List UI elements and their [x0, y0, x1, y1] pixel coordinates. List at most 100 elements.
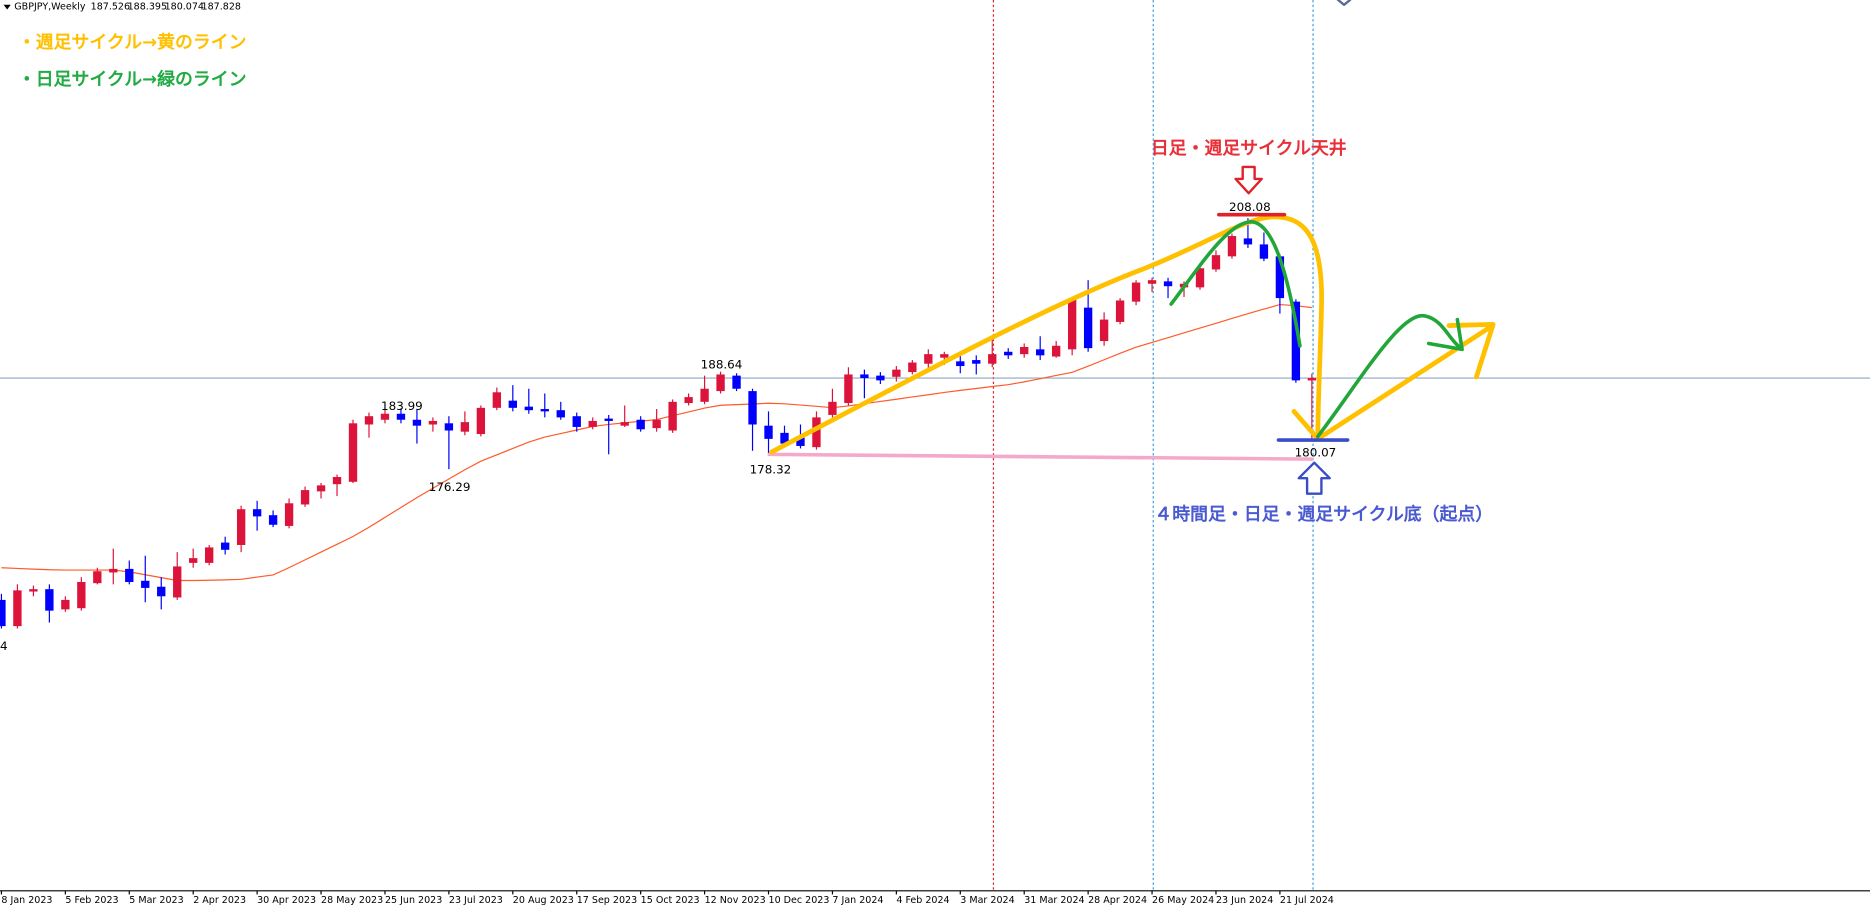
- candle-body: [1147, 280, 1157, 284]
- candle-body: [109, 568, 118, 573]
- x-tick-label: 10 Dec 2023: [769, 895, 830, 906]
- candle-body: [1243, 238, 1253, 245]
- candle-body: [93, 571, 102, 584]
- x-tick-label: 28 Apr 2024: [1088, 895, 1147, 906]
- candle-body: [444, 423, 454, 431]
- candle-body: [684, 397, 693, 404]
- support-line: [767, 452, 1314, 461]
- price-label: 208.08: [1229, 200, 1271, 214]
- x-tick-label: 5 Feb 2023: [65, 895, 118, 906]
- x-tick-label: 15 Oct 2023: [641, 895, 700, 906]
- candle-body: [476, 407, 486, 435]
- candle-body: [972, 360, 981, 364]
- x-tick-label: 2 Apr 2023: [193, 895, 246, 906]
- candle-body: [796, 437, 805, 446]
- weekly-arrowhead: [1446, 321, 1496, 380]
- candle-body: [636, 419, 645, 430]
- x-tick-label: 28 May 2023: [321, 895, 383, 906]
- candle-body: [189, 558, 198, 563]
- candle-body: [764, 425, 773, 439]
- x-tick-label: 23 Jun 2024: [1216, 895, 1273, 906]
- drawings: [767, 0, 1496, 495]
- candle-body: [492, 392, 502, 408]
- x-axis-labels: 8 Jan 2023 5 Feb 2023 5 Mar 2023 2 Apr 2023…: [0, 890, 1334, 906]
- candle-body: [13, 590, 22, 627]
- candle-body: [141, 580, 150, 588]
- candle-body: [780, 432, 789, 444]
- candle-body: [348, 423, 358, 482]
- candle-body: [284, 503, 294, 526]
- candle-body: [332, 476, 342, 485]
- candle-body: [1291, 301, 1301, 381]
- candle-body: [428, 420, 438, 425]
- candle-body: [844, 374, 853, 404]
- candle-body: [860, 374, 869, 378]
- candle-body: [668, 401, 677, 431]
- price-label: 183.99: [381, 399, 423, 413]
- edge-label: 4: [0, 639, 8, 653]
- candle-body: [828, 401, 837, 415]
- x-tick-label: 23 Jul 2023: [449, 895, 503, 906]
- candle-body: [268, 515, 278, 525]
- candle-body: [700, 388, 709, 402]
- candle-body: [45, 589, 54, 611]
- daily-note: ・日足サイクル→緑のライン: [18, 68, 247, 90]
- weekly-note: ・週足サイクル→黄のライン: [18, 31, 247, 53]
- header-high: 188.395: [128, 2, 167, 13]
- candle-body: [77, 581, 86, 609]
- x-tick-label: 4 Feb 2024: [896, 895, 949, 906]
- candle-body: [540, 409, 549, 412]
- candle-body: [652, 419, 661, 429]
- candle-body: [524, 406, 533, 411]
- candle-body: [1099, 319, 1109, 342]
- x-tick-label: 17 Sep 2023: [577, 895, 637, 906]
- symbol: GBPJPY,Weekly: [14, 2, 86, 13]
- candle-body: [220, 542, 230, 550]
- candle-body: [876, 375, 885, 381]
- price-label: 188.64: [701, 357, 743, 371]
- candle-body: [1115, 300, 1125, 322]
- candle-body: [940, 354, 949, 358]
- candle-body: [125, 568, 134, 582]
- candle-body: [1020, 346, 1029, 355]
- candle-body: [1004, 351, 1013, 356]
- x-tick-label: 3 Mar 2024: [960, 895, 1014, 906]
- candle-body: [572, 416, 581, 427]
- candle-body: [716, 374, 725, 392]
- candle-body: [1227, 236, 1237, 257]
- daily-arrowhead: [1426, 317, 1464, 352]
- candle-body: [316, 485, 326, 492]
- candle-body: [205, 547, 214, 563]
- candle-body: [396, 413, 406, 420]
- x-tick-label: 25 Jun 2023: [385, 895, 442, 906]
- x-tick-label: 21 Jul 2024: [1280, 895, 1334, 906]
- x-tick-label: 7 Jan 2024: [832, 895, 883, 906]
- candle-body: [604, 418, 613, 421]
- bottom-note: ４時間足・日足・週足サイクル底（起点）: [1154, 503, 1493, 525]
- x-tick-label: 20 Aug 2023: [513, 895, 574, 906]
- candle-body: [588, 420, 597, 427]
- top-arrow: [1234, 165, 1263, 195]
- candle-body: [364, 416, 374, 425]
- candle-body: [908, 362, 917, 373]
- candle-body: [956, 361, 965, 367]
- x-tick-label: 12 Nov 2023: [705, 895, 766, 906]
- daily-cycle-projection: [1316, 314, 1463, 439]
- candle-body: [157, 586, 166, 597]
- candle-body: [1307, 378, 1317, 381]
- candle-body: [1131, 282, 1141, 302]
- header-open: 187.526: [91, 2, 130, 13]
- daily-cycle-curve: [1169, 220, 1302, 348]
- candle-body: [732, 375, 741, 389]
- candle-body: [460, 422, 470, 432]
- candle-body: [412, 419, 422, 426]
- price-label: 180.07: [1295, 446, 1337, 460]
- header-icon: [3, 4, 11, 10]
- candle-body: [988, 354, 997, 364]
- x-tick-label: 26 May 2024: [1152, 895, 1214, 906]
- x-tick-label: 5 Mar 2023: [129, 895, 183, 906]
- candle-body: [508, 400, 517, 408]
